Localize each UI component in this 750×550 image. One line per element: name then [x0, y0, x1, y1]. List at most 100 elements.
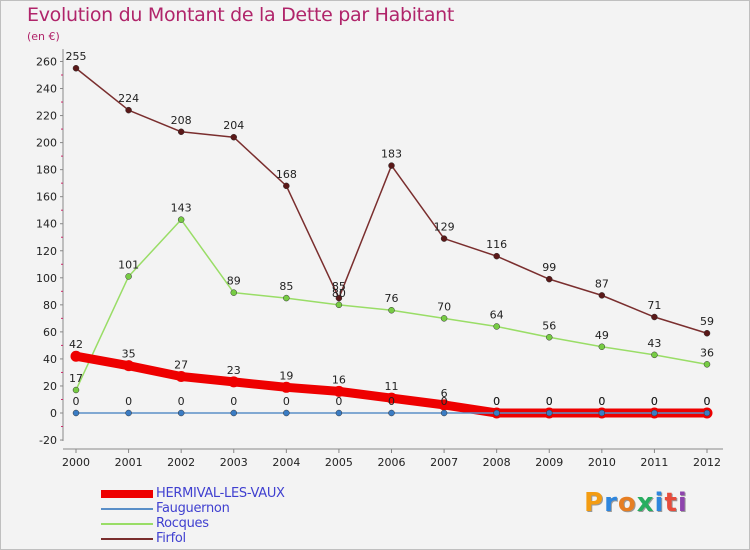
data-label: 16 — [332, 373, 346, 386]
data-label: 129 — [434, 221, 455, 234]
x-tick-label: 2003 — [220, 456, 248, 469]
data-point — [70, 350, 82, 362]
data-label: 255 — [66, 50, 87, 63]
data-point — [388, 409, 395, 417]
data-point — [280, 381, 292, 393]
data-point — [335, 301, 343, 309]
data-point — [283, 182, 290, 190]
data-point — [651, 351, 658, 359]
data-label: 71 — [647, 299, 661, 312]
data-label: 0 — [493, 395, 500, 408]
y-tick-label: 100 — [36, 272, 57, 285]
x-tick-label: 2012 — [693, 456, 721, 469]
y-tick-label: 160 — [36, 191, 57, 204]
data-label: 0 — [598, 395, 605, 408]
logo-letter: i — [677, 488, 688, 518]
data-label: 183 — [381, 148, 402, 161]
y-tick-label: 120 — [36, 245, 57, 258]
data-label: 224 — [118, 92, 139, 105]
data-label: 6 — [441, 387, 448, 400]
data-label: 0 — [178, 395, 185, 408]
data-point — [228, 376, 240, 388]
data-point — [335, 294, 343, 302]
data-label: 23 — [227, 364, 241, 377]
proxiti-logo: Proxiti — [584, 488, 688, 518]
data-label: 99 — [542, 261, 556, 274]
x-tick-label: 2009 — [535, 456, 563, 469]
y-tick-label: 140 — [36, 218, 57, 231]
x-tick-label: 2011 — [640, 456, 668, 469]
data-label: 0 — [598, 395, 605, 408]
data-point — [230, 289, 237, 296]
data-point — [335, 409, 343, 417]
data-point — [388, 306, 395, 314]
data-label: 11 — [385, 380, 399, 393]
data-point — [440, 235, 448, 242]
data-label: 43 — [647, 337, 661, 350]
data-label: 64 — [490, 308, 504, 321]
data-label: 116 — [486, 238, 507, 251]
data-label: 0 — [388, 395, 395, 408]
data-point — [598, 409, 606, 417]
data-label: 0 — [546, 395, 553, 408]
data-label: 101 — [118, 258, 139, 271]
data-point — [333, 385, 345, 397]
logo-letter: i — [654, 488, 665, 518]
data-point — [703, 409, 711, 417]
data-label: 0 — [704, 395, 711, 408]
data-point — [386, 392, 397, 404]
legend-label: Firfol — [156, 531, 186, 546]
data-point — [175, 370, 187, 382]
legend-swatch — [101, 490, 153, 498]
data-point — [125, 409, 132, 417]
data-label: 143 — [171, 202, 192, 215]
data-label: 0 — [651, 395, 658, 408]
legend-swatch — [101, 508, 153, 510]
data-point — [72, 64, 80, 72]
data-label: 85 — [279, 280, 293, 293]
data-label: 36 — [700, 346, 714, 359]
x-tick-label: 2006 — [378, 456, 406, 469]
legend-label: HERMIVAL-LES-VAUX — [156, 486, 285, 501]
data-label: 87 — [595, 277, 609, 290]
data-label: 208 — [171, 114, 192, 127]
data-label: 59 — [700, 315, 714, 328]
legend-swatch — [101, 538, 153, 540]
chart-title: Evolution du Montant de la Dette par Hab… — [27, 4, 455, 26]
y-tick-label: 80 — [43, 299, 57, 312]
chart-unit: (en €) — [27, 30, 60, 43]
legend-swatch — [101, 523, 153, 525]
data-point — [440, 315, 448, 322]
data-point — [703, 329, 711, 337]
data-label: 0 — [441, 395, 448, 408]
data-point — [493, 252, 500, 260]
data-point — [125, 106, 132, 114]
data-point — [440, 409, 448, 417]
data-point — [177, 409, 185, 417]
data-label: 35 — [122, 348, 136, 361]
data-point — [598, 292, 606, 299]
y-tick-label: 20 — [43, 380, 57, 393]
y-tick-label: 180 — [36, 164, 57, 177]
logo-letter: P — [584, 488, 605, 518]
data-point — [72, 409, 80, 417]
data-point — [546, 275, 553, 283]
data-label: 89 — [227, 275, 241, 288]
data-point — [177, 216, 185, 223]
data-label: 0 — [73, 395, 80, 408]
x-tick-label: 2005 — [325, 456, 353, 469]
y-tick-label: 220 — [36, 110, 57, 123]
data-label: 0 — [125, 395, 132, 408]
x-tick-label: 2004 — [272, 456, 300, 469]
data-label: 168 — [276, 168, 297, 181]
data-label: 0 — [283, 395, 290, 408]
data-point — [72, 386, 80, 394]
data-label: 0 — [546, 395, 553, 408]
data-label: 49 — [595, 329, 609, 342]
y-tick-label: -20 — [39, 434, 57, 447]
data-point — [651, 409, 658, 417]
data-label: 0 — [704, 395, 711, 408]
data-point — [123, 360, 135, 372]
